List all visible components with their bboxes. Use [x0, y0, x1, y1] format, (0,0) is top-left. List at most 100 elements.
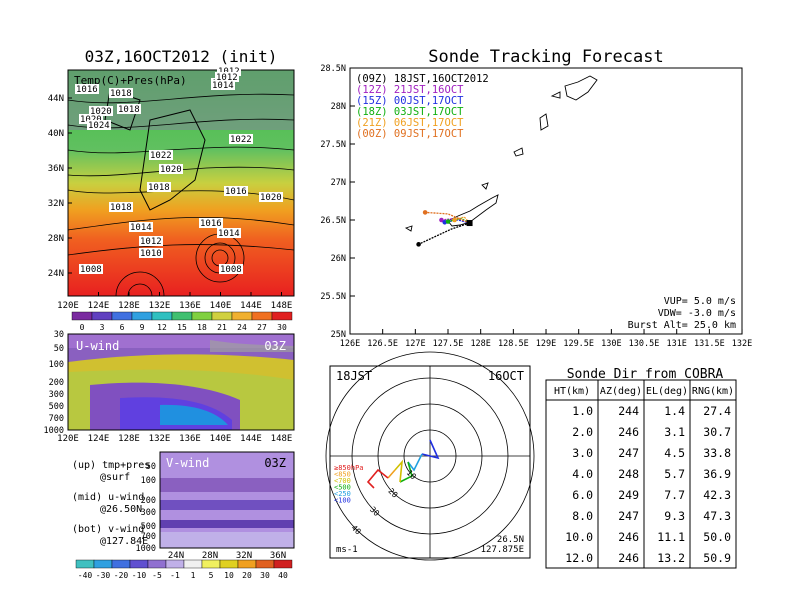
- pressure-label-bg: [217, 228, 241, 238]
- wind-colorbar-tick: -20: [114, 571, 129, 580]
- track-lat-tick: 27N: [331, 178, 346, 188]
- table-cell: 10.0: [565, 530, 593, 544]
- v-wind-label: V-wind: [166, 456, 209, 470]
- hodograph-level: ≥850hPa: [334, 464, 364, 472]
- track-lon-ticks: 126E 126.5E 127E 127.5E 128E 128.5E 129E 129.5E…: [340, 329, 752, 349]
- colorbar-cell: [111, 311, 133, 321]
- lon-tick-label: 140E: [210, 301, 232, 311]
- track-legend-entry: (15Z) 00JST,17OCT: [356, 95, 464, 107]
- pressure-label-bg: [75, 84, 99, 94]
- hodograph-levels: ≥850hPa<850<700<500<250<100: [334, 464, 364, 505]
- pressure-label-bg: [211, 80, 235, 90]
- svg-text:@127.84E: @127.84E: [100, 536, 148, 547]
- wind-colorbar-cell: [255, 559, 275, 569]
- wind-colorbar-cell: [147, 559, 167, 569]
- pressure-label: 1014: [130, 223, 152, 233]
- u-wind-x-tick: 128E: [118, 434, 140, 444]
- u-wind-x-tick: 140E: [210, 434, 232, 444]
- table-cell: 4.5: [664, 446, 685, 460]
- colorbar-cell: [231, 311, 253, 321]
- pressure-label-bg: [147, 182, 171, 192]
- svg-text:VDW= -3.0 m/s: VDW= -3.0 m/s: [658, 308, 736, 319]
- pressure-label-bg: [219, 264, 243, 274]
- u-wind-panel: [68, 334, 294, 430]
- track-lon-tick: 130.5E: [629, 339, 660, 349]
- table-cell: 2.0: [572, 425, 593, 439]
- track-frame: [349, 67, 743, 335]
- track-lat-tick: 28N: [331, 102, 346, 112]
- colorbar-tick: 15: [177, 323, 187, 332]
- u-wind-frame: [67, 333, 295, 431]
- wind-colorbar-tick: 5: [209, 571, 214, 580]
- u-wind-y-tick: 1000: [44, 426, 64, 436]
- track-lon-tick: 127E: [405, 339, 425, 349]
- track-lon-tick: 131.5E: [694, 339, 725, 349]
- pressure-label-bg: [117, 104, 141, 114]
- table-cell: 249: [618, 488, 639, 502]
- wind-colorbar-cell: [183, 559, 203, 569]
- main-lat-ticks: 44N 40N 36N 32N 28N 24N: [48, 94, 72, 279]
- wind-colorbar-cell: [93, 559, 113, 569]
- svg-text:@surf: @surf: [100, 472, 130, 483]
- u-wind-y-tick: 100: [49, 360, 64, 370]
- main-lon-ticks: 120E 124E 128E 132E 136E 140E 144E 148E: [57, 292, 292, 311]
- wind-colorbar-cell: [201, 559, 221, 569]
- table-cell: 9.3: [664, 509, 685, 523]
- u-wind-x-tick: 132E: [149, 434, 171, 444]
- lon-tick-label: 128E: [118, 301, 140, 311]
- table-cell: 3.0: [572, 446, 593, 460]
- v-wind-frame: [159, 451, 295, 549]
- u-wind-x-ticks: 120E 124E 128E 132E 136E 140E 144E 148E: [57, 434, 292, 444]
- hodograph-level: <250: [334, 490, 351, 498]
- lat-tick-label: 28N: [48, 234, 64, 244]
- track-lat-tick: 25N: [331, 330, 346, 340]
- track-lat-tick: 25.5N: [320, 292, 346, 302]
- colorbar-tick: 0: [80, 323, 85, 332]
- hodograph-right-label: 16OCT: [488, 369, 524, 383]
- pressure-label: 1012: [140, 237, 162, 247]
- track-line: [418, 222, 470, 245]
- wind-colorbar-cell: [165, 559, 185, 569]
- pressure-labels: 1012101610121014101610181020101810201024…: [75, 66, 283, 275]
- lat-tick-label: 32N: [48, 199, 64, 209]
- temp-colorbar: 0 3 6 9 12 15 18 21 24 27 30: [71, 311, 293, 332]
- u-wind-y-tick: 50: [54, 344, 64, 354]
- hodograph-loc2: 127.875E: [481, 545, 524, 555]
- table-header-cell: HT(km): [554, 386, 590, 397]
- track-lon-tick: 129E: [536, 339, 556, 349]
- v-wind-x-tick: 36N: [270, 551, 286, 561]
- pressure-label-bg: [224, 186, 248, 196]
- launch-site-marker: [466, 220, 473, 227]
- v-wind-x-tick: 28N: [202, 551, 218, 561]
- table-cell: 50.9: [703, 551, 731, 565]
- track-title: Sonde Tracking Forecast: [428, 47, 663, 67]
- wind-colorbar-tick: -30: [96, 571, 111, 580]
- pressure-label: 1016: [76, 85, 98, 95]
- colorbar-cell: [251, 311, 273, 321]
- u-wind-x-tick: 148E: [271, 434, 293, 444]
- table-cell: 244: [618, 404, 639, 418]
- hodograph-level: <700: [334, 477, 351, 485]
- u-wind-y-tick: 700: [49, 414, 64, 424]
- main-map-overlay-label: Temp(C)+Pres(hPa): [74, 74, 187, 87]
- islands: [404, 75, 598, 232]
- track-end-point: [452, 217, 457, 223]
- wind-colorbar-tick: 20: [242, 571, 252, 580]
- hodograph-trace: [366, 439, 440, 489]
- wind-colorbar-cell: [75, 559, 95, 569]
- lat-tick-label: 24N: [48, 269, 64, 279]
- track-end-point: [445, 219, 451, 224]
- pressure-label-bg: [129, 222, 153, 232]
- table-cell: 247: [618, 509, 639, 523]
- v-wind-y-tick: 300: [141, 508, 156, 518]
- table-header-cell: AZ(deg): [600, 386, 642, 397]
- table-cell: 11.1: [657, 530, 685, 544]
- hodograph-unit: ms-1: [336, 545, 358, 555]
- colorbar-cell: [191, 311, 213, 321]
- track-end-point: [422, 210, 428, 215]
- u-wind-y-tick: 200: [49, 378, 64, 388]
- track-lat-tick: 27.5N: [320, 140, 346, 150]
- table-cell: 13.2: [657, 551, 685, 565]
- pressure-label: 1020: [90, 107, 112, 117]
- wind-colorbar-cell: [219, 559, 239, 569]
